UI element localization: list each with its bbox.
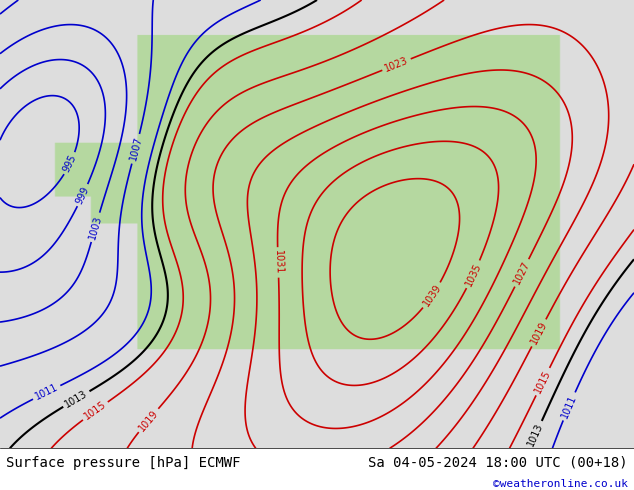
Text: 1031: 1031: [273, 250, 283, 275]
Text: 1013: 1013: [63, 389, 89, 410]
Text: 1011: 1011: [560, 393, 578, 419]
Text: 1015: 1015: [533, 368, 553, 395]
Text: 1013: 1013: [526, 421, 545, 448]
Text: 1023: 1023: [383, 55, 410, 74]
Text: Sa 04-05-2024 18:00 UTC (00+18): Sa 04-05-2024 18:00 UTC (00+18): [368, 456, 628, 470]
Text: Surface pressure [hPa] ECMWF: Surface pressure [hPa] ECMWF: [6, 456, 241, 470]
Text: 1027: 1027: [512, 260, 532, 286]
Text: 1003: 1003: [87, 214, 103, 241]
Text: 1011: 1011: [34, 382, 60, 402]
Text: 999: 999: [74, 185, 91, 206]
Text: 1035: 1035: [463, 261, 483, 288]
Text: 1007: 1007: [128, 136, 144, 162]
Text: 1019: 1019: [529, 319, 549, 346]
Text: ©weatheronline.co.uk: ©weatheronline.co.uk: [493, 479, 628, 489]
Text: 995: 995: [61, 153, 79, 174]
Text: 1015: 1015: [82, 400, 108, 422]
Text: 1039: 1039: [421, 282, 443, 308]
Text: 1019: 1019: [137, 408, 160, 433]
